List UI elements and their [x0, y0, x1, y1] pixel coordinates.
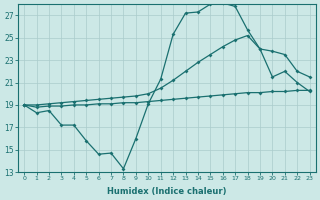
X-axis label: Humidex (Indice chaleur): Humidex (Indice chaleur)	[107, 187, 227, 196]
